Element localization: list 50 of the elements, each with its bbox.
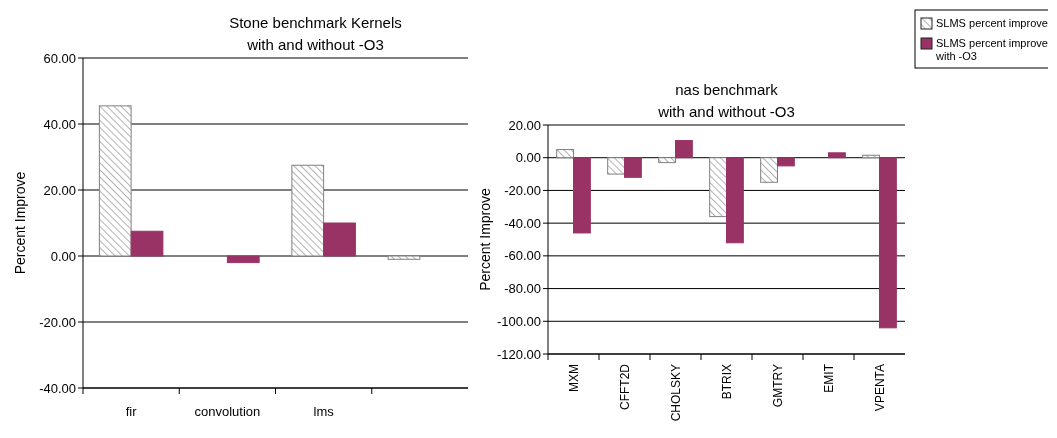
bar <box>291 164 325 257</box>
x-tick-label: lms <box>313 404 335 419</box>
y-tick-label: -100.00 <box>496 313 541 329</box>
bar <box>624 157 642 178</box>
bar <box>573 157 591 234</box>
bar <box>709 157 727 218</box>
bar <box>130 230 164 257</box>
bar <box>98 105 132 257</box>
y-tick-label: -40.00 <box>504 215 541 231</box>
bar <box>226 255 260 264</box>
chart-subtitle: with and without -O3 <box>246 36 384 53</box>
y-tick-label: 60.00 <box>43 50 76 66</box>
chart-subtitle: with and without -O3 <box>657 103 795 120</box>
y-tick-label: -40.00 <box>39 380 76 396</box>
y-tick-label: -20.00 <box>504 182 541 198</box>
x-tick-label: fir <box>125 404 138 419</box>
chart-title: Stone benchmark Kernels <box>229 14 402 31</box>
bar <box>828 152 846 159</box>
bar <box>675 140 693 159</box>
y-tick-label: 40.00 <box>43 116 76 132</box>
x-tick-label: CHOLSKY <box>668 364 683 422</box>
bar <box>323 222 356 257</box>
bar <box>387 255 421 260</box>
bar <box>658 157 676 164</box>
bar <box>607 157 625 175</box>
y-tick-label: -120.00 <box>496 346 541 362</box>
legend-label: SLMS percent improve with -O3 <box>935 37 1048 63</box>
y-tick-label: -20.00 <box>39 314 76 330</box>
y-tick-label: 20.00 <box>43 182 76 198</box>
x-tick-label: MXM <box>566 364 581 392</box>
x-tick-label: EMIT <box>821 363 836 393</box>
bar <box>879 157 897 329</box>
bar <box>726 157 744 244</box>
bar <box>777 157 795 167</box>
y-tick-label: -80.00 <box>504 281 541 297</box>
y-tick-label: 0.00 <box>50 248 76 264</box>
bar <box>556 149 574 159</box>
x-tick-label: convolution <box>194 404 261 419</box>
y-tick-label: 0.00 <box>515 150 541 166</box>
y-axis-title: Percent Improve <box>12 171 28 275</box>
y-tick-label: 20.00 <box>508 117 541 133</box>
chart-title: nas benchmark <box>675 81 779 98</box>
x-tick-label: CFFT2D <box>617 363 632 410</box>
y-tick-label: -60.00 <box>504 248 541 264</box>
bar <box>760 157 778 183</box>
x-tick-label: VPENTA <box>872 364 887 412</box>
x-tick-label: BTRIX <box>719 364 734 400</box>
x-tick-label: GMTRY <box>770 364 785 408</box>
y-axis-title: Percent Improve <box>477 187 493 291</box>
legend-label: SLMS percent improve <box>936 17 1048 29</box>
